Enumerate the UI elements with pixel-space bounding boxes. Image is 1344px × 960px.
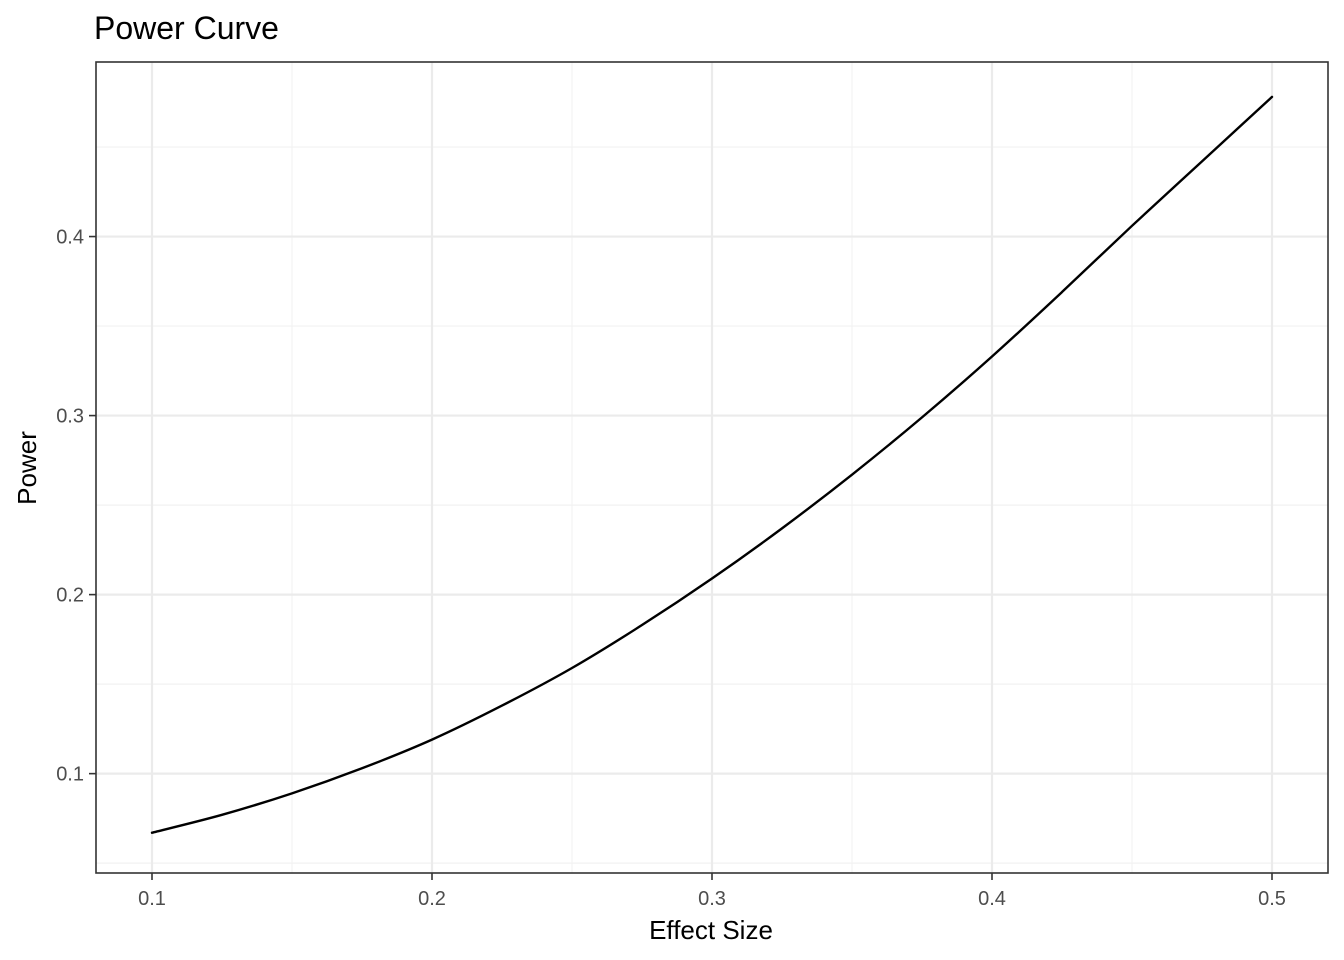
chart-title: Power Curve — [94, 10, 279, 46]
y-tick-label: 0.3 — [56, 406, 84, 428]
power-curve-line — [150, 95, 1274, 834]
y-axis-ticks: 0.1 0.2 0.3 0.4 — [56, 227, 96, 786]
x-tick-label: 0.2 — [418, 888, 446, 910]
y-tick-label: 0.1 — [56, 764, 84, 786]
x-tick-label: 0.5 — [1258, 888, 1286, 910]
y-axis-label: Power — [12, 431, 42, 505]
y-tick-label: 0.2 — [56, 585, 84, 607]
major-gridlines — [96, 62, 1328, 873]
x-axis-label: Effect Size — [649, 915, 773, 945]
x-tick-label: 0.4 — [978, 888, 1006, 910]
x-tick-label: 0.3 — [698, 888, 726, 910]
x-axis-ticks: 0.1 0.2 0.3 0.4 0.5 — [138, 873, 1286, 910]
x-tick-label: 0.1 — [138, 888, 166, 910]
y-tick-label: 0.4 — [56, 227, 84, 249]
